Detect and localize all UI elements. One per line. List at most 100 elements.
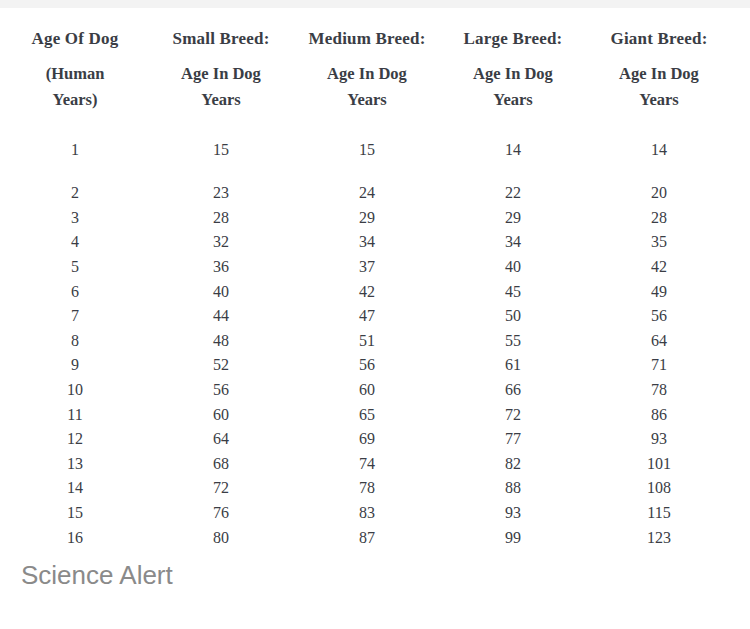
age-dog-years-cell: 34 <box>440 233 586 251</box>
age-human-years-cell: 12 <box>2 430 148 448</box>
age-dog-years-cell: 51 <box>294 332 440 350</box>
table-row: 1160657286 <box>2 402 734 427</box>
column-header-small-breed: Small Breed: Age In Dog Years <box>148 28 294 113</box>
column-title: Giant Breed: <box>586 28 732 50</box>
age-dog-years-cell: 50 <box>440 307 586 325</box>
age-dog-years-cell: 101 <box>586 455 732 473</box>
age-dog-years-cell: 40 <box>148 283 294 301</box>
age-dog-years-cell: 78 <box>586 381 732 399</box>
column-title: Age Of Dog <box>2 28 148 50</box>
column-subtitle: (Human Years) <box>2 61 148 113</box>
top-strip <box>0 0 750 8</box>
age-human-years-cell: 16 <box>2 529 148 547</box>
age-dog-years-cell: 64 <box>148 430 294 448</box>
age-human-years-cell: 5 <box>2 258 148 276</box>
age-human-years-cell: 2 <box>2 184 148 202</box>
age-dog-years-cell: 42 <box>294 283 440 301</box>
age-human-years-cell: 8 <box>2 332 148 350</box>
column-header-human-years: Age Of Dog (Human Years) <box>2 28 148 113</box>
age-dog-years-cell: 20 <box>586 184 732 202</box>
column-header-medium-breed: Medium Breed: Age In Dog Years <box>294 28 440 113</box>
age-human-years-cell: 9 <box>2 356 148 374</box>
table-row: 328292928 <box>2 206 734 231</box>
age-dog-years-cell: 80 <box>148 529 294 547</box>
table-row: 744475056 <box>2 304 734 329</box>
age-dog-years-cell: 22 <box>440 184 586 202</box>
age-human-years-cell: 7 <box>2 307 148 325</box>
age-dog-years-cell: 86 <box>586 406 732 424</box>
age-dog-years-cell: 14 <box>440 141 586 159</box>
dog-age-table: Age Of Dog (Human Years) Small Breed: Ag… <box>2 28 734 550</box>
column-subtitle: Age In Dog Years <box>148 61 294 113</box>
age-dog-years-cell: 28 <box>148 209 294 227</box>
age-dog-years-cell: 56 <box>294 356 440 374</box>
column-header-large-breed: Large Breed: Age In Dog Years <box>440 28 586 113</box>
age-dog-years-cell: 45 <box>440 283 586 301</box>
age-dog-years-cell: 93 <box>440 504 586 522</box>
column-title: Medium Breed: <box>294 28 440 50</box>
age-dog-years-cell: 66 <box>440 381 586 399</box>
age-dog-years-cell: 65 <box>294 406 440 424</box>
age-human-years-cell: 15 <box>2 504 148 522</box>
column-title: Large Breed: <box>440 28 586 50</box>
table-row: 952566171 <box>2 353 734 378</box>
age-dog-years-cell: 69 <box>294 430 440 448</box>
watermark-science-alert: Science Alert <box>21 560 173 591</box>
age-dog-years-cell: 87 <box>294 529 440 547</box>
age-dog-years-cell: 14 <box>586 141 732 159</box>
table-row: 16808799123 <box>2 525 734 550</box>
age-dog-years-cell: 35 <box>586 233 732 251</box>
table-row: 640424549 <box>2 279 734 304</box>
age-dog-years-cell: 76 <box>148 504 294 522</box>
age-dog-years-cell: 48 <box>148 332 294 350</box>
age-human-years-cell: 6 <box>2 283 148 301</box>
age-dog-years-cell: 71 <box>586 356 732 374</box>
column-title: Small Breed: <box>148 28 294 50</box>
age-dog-years-cell: 49 <box>586 283 732 301</box>
table-row: 432343435 <box>2 230 734 255</box>
age-dog-years-cell: 47 <box>294 307 440 325</box>
age-dog-years-cell: 42 <box>586 258 732 276</box>
age-dog-years-cell: 61 <box>440 356 586 374</box>
column-subtitle: Age In Dog Years <box>294 61 440 113</box>
age-dog-years-cell: 74 <box>294 455 440 473</box>
age-dog-years-cell: 72 <box>440 406 586 424</box>
age-dog-years-cell: 37 <box>294 258 440 276</box>
table-row: 14727888108 <box>2 476 734 501</box>
age-dog-years-cell: 55 <box>440 332 586 350</box>
age-dog-years-cell: 115 <box>586 504 732 522</box>
age-dog-years-cell: 56 <box>586 307 732 325</box>
age-dog-years-cell: 60 <box>294 381 440 399</box>
age-dog-years-cell: 23 <box>148 184 294 202</box>
age-dog-years-cell: 93 <box>586 430 732 448</box>
age-dog-years-cell: 82 <box>440 455 586 473</box>
age-human-years-cell: 3 <box>2 209 148 227</box>
table-row: 13687482101 <box>2 452 734 477</box>
age-dog-years-cell: 88 <box>440 479 586 497</box>
table-row: 1264697793 <box>2 427 734 452</box>
age-dog-years-cell: 108 <box>586 479 732 497</box>
age-dog-years-cell: 28 <box>586 209 732 227</box>
age-dog-years-cell: 52 <box>148 356 294 374</box>
age-dog-years-cell: 15 <box>148 141 294 159</box>
age-dog-years-cell: 77 <box>440 430 586 448</box>
age-dog-years-cell: 34 <box>294 233 440 251</box>
column-subtitle: Age In Dog Years <box>440 61 586 113</box>
age-human-years-cell: 11 <box>2 406 148 424</box>
age-dog-years-cell: 83 <box>294 504 440 522</box>
age-dog-years-cell: 15 <box>294 141 440 159</box>
age-dog-years-cell: 123 <box>586 529 732 547</box>
age-human-years-cell: 13 <box>2 455 148 473</box>
age-dog-years-cell: 64 <box>586 332 732 350</box>
age-dog-years-cell: 32 <box>148 233 294 251</box>
age-dog-years-cell: 72 <box>148 479 294 497</box>
table-row: 115151414 <box>2 138 734 163</box>
age-dog-years-cell: 29 <box>440 209 586 227</box>
age-dog-years-cell: 29 <box>294 209 440 227</box>
age-dog-years-cell: 40 <box>440 258 586 276</box>
age-dog-years-cell: 78 <box>294 479 440 497</box>
age-dog-years-cell: 99 <box>440 529 586 547</box>
age-dog-years-cell: 68 <box>148 455 294 473</box>
age-dog-years-cell: 56 <box>148 381 294 399</box>
age-human-years-cell: 10 <box>2 381 148 399</box>
